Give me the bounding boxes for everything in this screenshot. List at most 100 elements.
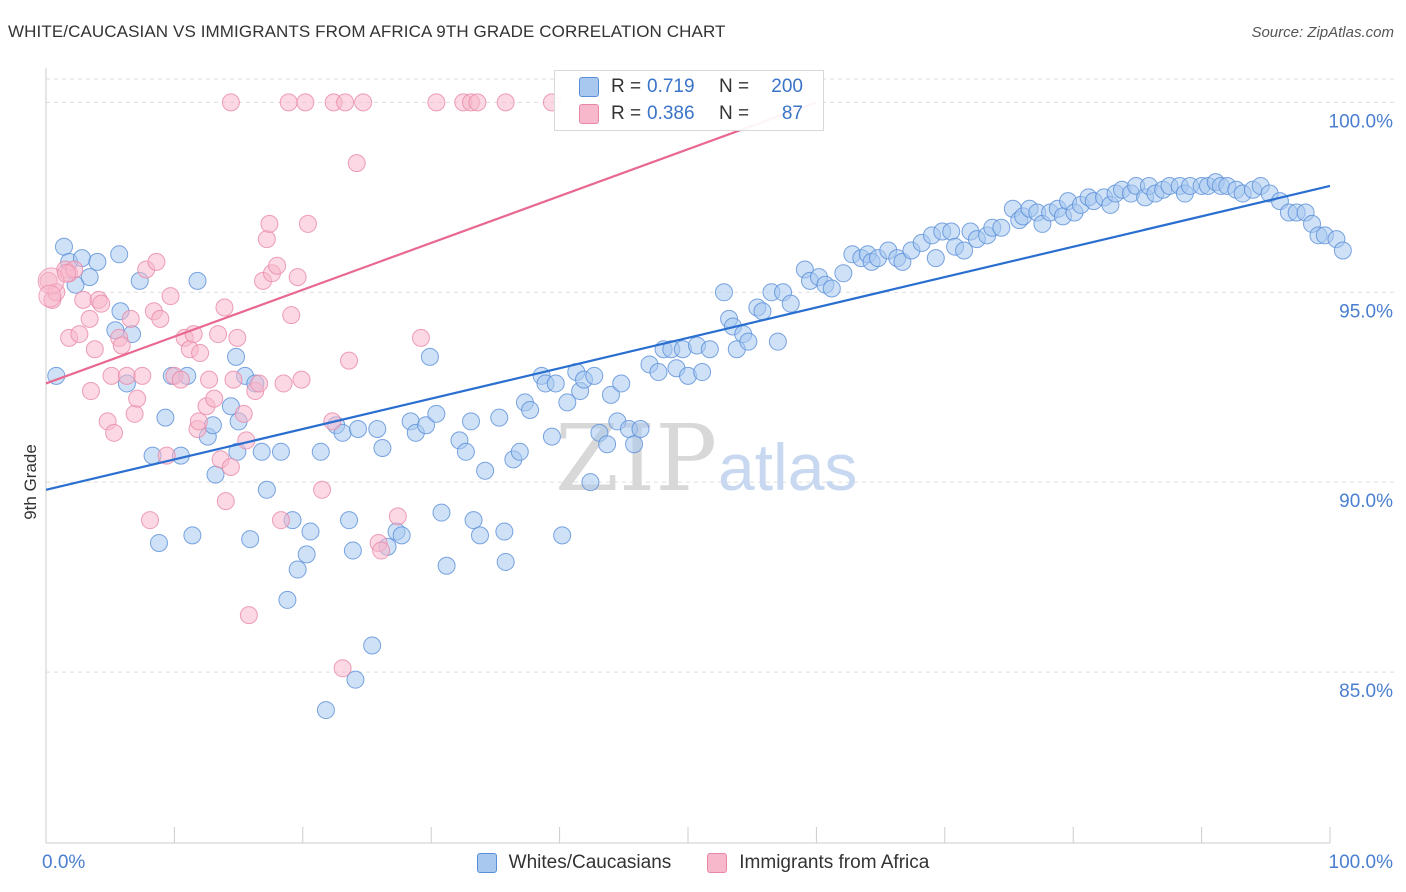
africa-point: [496, 93, 515, 112]
white-point: [437, 556, 456, 575]
watermark-zip: ZIP: [555, 405, 717, 512]
white-point: [54, 237, 73, 256]
legend-row-whites: R = 0.719 N = 200: [579, 74, 803, 100]
africa-point: [268, 256, 287, 275]
africa-point-large: [38, 284, 62, 308]
africa-point: [411, 328, 430, 347]
watermark-atlas: atlas: [718, 430, 857, 504]
trend-lines: [45, 101, 1331, 491]
white-point: [496, 552, 515, 571]
africa-point: [81, 382, 100, 401]
africa-point: [279, 93, 298, 112]
white-point: [510, 442, 529, 461]
x-tick-left: 0.0%: [42, 852, 86, 873]
africa-point: [340, 351, 359, 370]
africa-point: [80, 309, 99, 328]
africa-point: [260, 214, 279, 233]
bottom-legend-africa: Immigrants from Africa: [707, 852, 929, 874]
africa-point: [171, 370, 190, 389]
africa-point: [184, 325, 203, 344]
africa-point: [209, 325, 228, 344]
legend-row-africa: R = 0.386 N = 87: [579, 101, 803, 127]
africa-point: [151, 309, 170, 328]
white-point: [363, 636, 382, 655]
white-point: [521, 401, 540, 420]
white-point: [206, 465, 225, 484]
africa-point: [388, 507, 407, 526]
africa-point: [205, 389, 224, 408]
white-point: [110, 245, 129, 264]
white-point: [1333, 241, 1352, 260]
white-point: [278, 590, 297, 609]
white-point: [257, 480, 276, 499]
white-point: [346, 670, 365, 689]
white-point: [297, 545, 316, 564]
white-point: [316, 701, 335, 720]
africa-point: [221, 457, 240, 476]
white-point: [156, 408, 175, 427]
africa-point: [234, 404, 253, 423]
trend-line-whites: [45, 184, 1331, 491]
white-point: [992, 218, 1011, 237]
white-point: [649, 363, 668, 382]
africa-point: [468, 93, 487, 112]
white-point: [462, 412, 481, 431]
axis-layer: [45, 68, 1331, 844]
white-point: [581, 473, 600, 492]
africa-point: [239, 606, 258, 625]
white-point: [227, 347, 246, 366]
white-point: [490, 408, 509, 427]
africa-point: [200, 370, 219, 389]
africa-point: [125, 404, 144, 423]
africa-point: [298, 214, 317, 233]
white-point: [700, 340, 719, 359]
white-point: [464, 511, 483, 530]
y-tick-label: 100.0%: [1329, 111, 1394, 132]
y-tick-labels: 85.0% 90.0% 95.0% 100.0%: [1329, 111, 1394, 702]
white-point: [470, 526, 489, 545]
africa-point: [224, 370, 243, 389]
y-tick-label: 85.0%: [1339, 681, 1393, 702]
source-label: Source: ZipAtlas.com: [1251, 24, 1394, 41]
white-point: [252, 442, 271, 461]
white-point: [942, 222, 961, 241]
bottom-legend-swatch-pink: [707, 853, 728, 873]
white-point: [188, 271, 207, 290]
africa-point: [133, 366, 152, 385]
white-point: [183, 526, 202, 545]
africa-point: [282, 306, 301, 325]
legend-n-value: 200: [771, 76, 803, 97]
x-tick-right: 100.0%: [1328, 852, 1393, 873]
africa-point: [102, 366, 121, 385]
africa-point: [112, 336, 131, 355]
chart-title: WHITE/CAUCASIAN VS IMMIGRANTS FROM AFRIC…: [8, 22, 726, 41]
africa-point: [128, 389, 147, 408]
legend-swatch-pink: [579, 104, 599, 124]
white-point: [368, 420, 387, 439]
white-point: [781, 294, 800, 313]
africa-point: [147, 252, 166, 271]
white-point: [392, 526, 411, 545]
africa-point: [121, 309, 140, 328]
white-point: [553, 526, 572, 545]
white-point: [631, 420, 650, 439]
legend-n-label: N =: [719, 76, 750, 97]
white-point: [546, 374, 565, 393]
white-point: [241, 530, 260, 549]
legend-n-label: N =: [719, 103, 750, 124]
legend-r-value: 0.719: [647, 76, 695, 97]
africa-point: [221, 93, 240, 112]
africa-point: [216, 492, 235, 511]
africa-point: [189, 412, 208, 431]
bottom-legend-label: Immigrants from Africa: [739, 852, 930, 873]
bottom-legend: Whites/Caucasians Immigrants from Africa: [0, 852, 1406, 874]
africa-point: [288, 268, 307, 287]
africa-point: [347, 154, 366, 173]
africa-point: [117, 366, 136, 385]
africa-point: [274, 374, 293, 393]
africa-point: [105, 423, 124, 442]
white-point: [598, 435, 617, 454]
legend-r-value: 0.386: [647, 103, 695, 124]
white-point: [373, 439, 392, 458]
